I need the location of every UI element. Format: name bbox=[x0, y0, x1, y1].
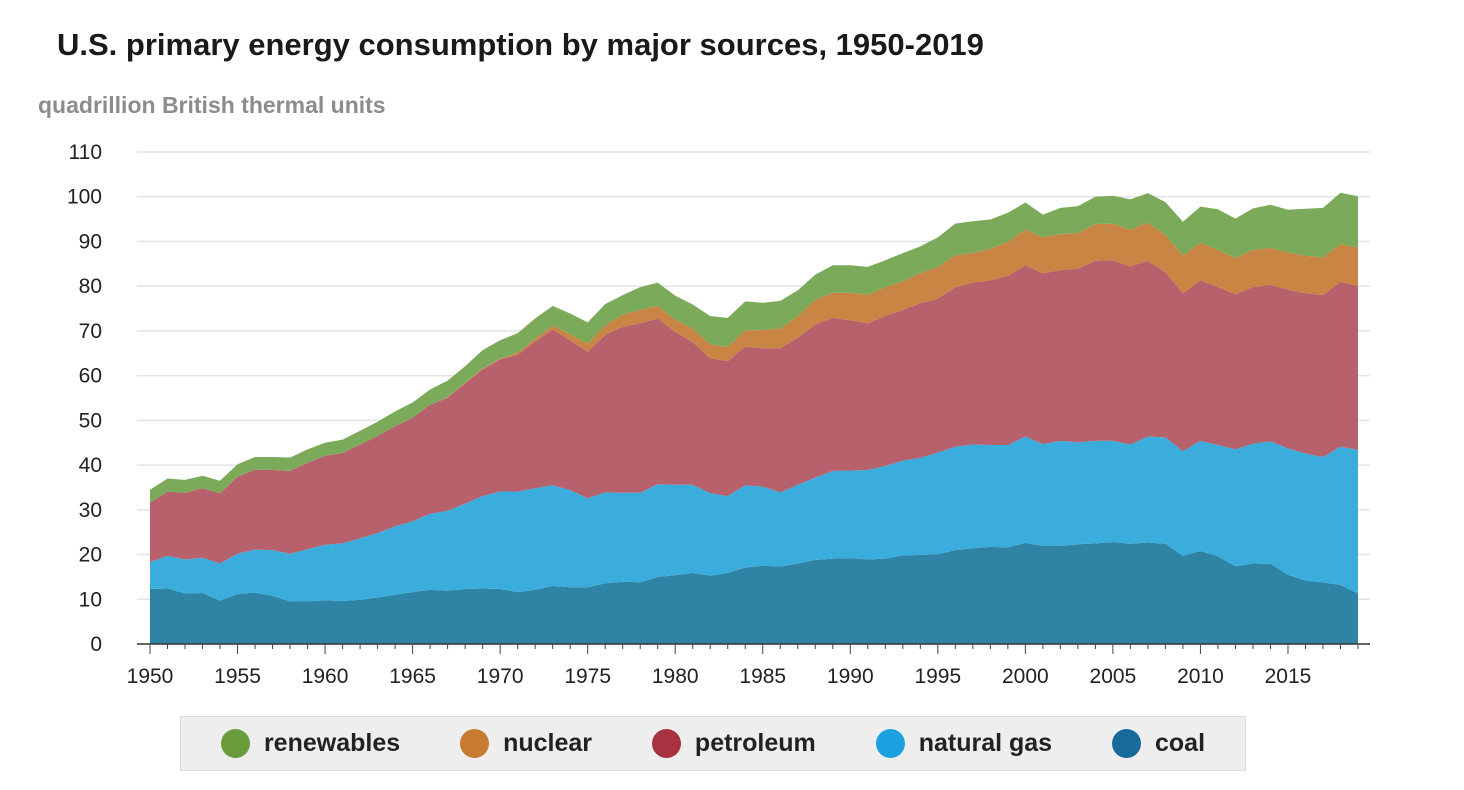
legend: renewables nuclear petroleum natural gas… bbox=[180, 716, 1246, 771]
y-tick-label: 20 bbox=[79, 544, 102, 567]
x-tick-label: 2010 bbox=[1177, 665, 1224, 688]
x-tick-label: 1995 bbox=[914, 665, 961, 688]
legend-label: nuclear bbox=[503, 729, 592, 757]
x-tick-label: 1975 bbox=[564, 665, 611, 688]
x-tick-label: 1985 bbox=[739, 665, 786, 688]
y-tick-label: 30 bbox=[79, 499, 102, 522]
legend-label: natural gas bbox=[918, 729, 1053, 757]
y-tick-label: 50 bbox=[79, 409, 102, 432]
y-tick-label: 110 bbox=[69, 141, 102, 164]
chart-title: U.S. primary energy consumption by major… bbox=[57, 27, 984, 62]
x-tick-label: 1965 bbox=[389, 665, 436, 688]
natural-gas-swatch bbox=[875, 729, 905, 758]
y-tick-label: 60 bbox=[79, 365, 102, 388]
y-tick-label: 70 bbox=[79, 320, 102, 343]
legend-item-coal[interactable]: coal bbox=[1112, 729, 1205, 758]
stacked-areas bbox=[150, 192, 1358, 644]
x-tick-label: 1970 bbox=[477, 665, 524, 688]
legend-item-nuclear[interactable]: nuclear bbox=[460, 729, 592, 758]
x-tick-label: 1955 bbox=[214, 665, 261, 688]
area-coal[interactable] bbox=[150, 542, 1358, 644]
x-tick-label: 1960 bbox=[302, 665, 349, 688]
y-tick-label: 10 bbox=[79, 588, 102, 611]
y-tick-label: 0 bbox=[90, 633, 102, 656]
x-tick-label: 1950 bbox=[127, 665, 174, 688]
renewables-swatch bbox=[220, 729, 250, 758]
petroleum-swatch bbox=[651, 729, 681, 758]
legend-label: renewables bbox=[263, 729, 401, 757]
y-tick-label: 90 bbox=[79, 230, 102, 253]
y-tick-label: 100 bbox=[67, 186, 102, 209]
x-tick-label: 2015 bbox=[1265, 665, 1312, 688]
y-axis-ticks: 0 10 20 30 40 50 60 70 80 90 100 110 bbox=[67, 141, 102, 656]
unit-label: quadrillion British thermal units bbox=[38, 92, 386, 118]
nuclear-swatch bbox=[460, 729, 490, 758]
x-tick-label: 2005 bbox=[1090, 665, 1137, 688]
x-tick-label: 1980 bbox=[652, 665, 699, 688]
x-tick-label: 1990 bbox=[827, 665, 874, 688]
legend-item-renewables[interactable]: renewables bbox=[220, 729, 401, 758]
coal-swatch bbox=[1112, 729, 1141, 758]
area-natural-gas[interactable] bbox=[150, 436, 1358, 602]
legend-label: coal bbox=[1155, 729, 1206, 757]
legend-label: petroleum bbox=[694, 729, 816, 757]
y-tick-label: 80 bbox=[79, 275, 102, 298]
legend-item-petroleum[interactable]: petroleum bbox=[651, 729, 816, 758]
x-tick-label: 2000 bbox=[1002, 665, 1049, 688]
y-tick-label: 40 bbox=[79, 454, 102, 477]
area-renewables[interactable] bbox=[150, 192, 1358, 503]
x-axis-ticks: 1950 1955 1960 1965 1970 1975 1980 1985 1990 1995… bbox=[127, 665, 1312, 688]
area-petroleum[interactable] bbox=[150, 260, 1358, 564]
legend-item-natural-gas[interactable]: natural gas bbox=[875, 729, 1053, 758]
axes bbox=[137, 643, 1370, 654]
